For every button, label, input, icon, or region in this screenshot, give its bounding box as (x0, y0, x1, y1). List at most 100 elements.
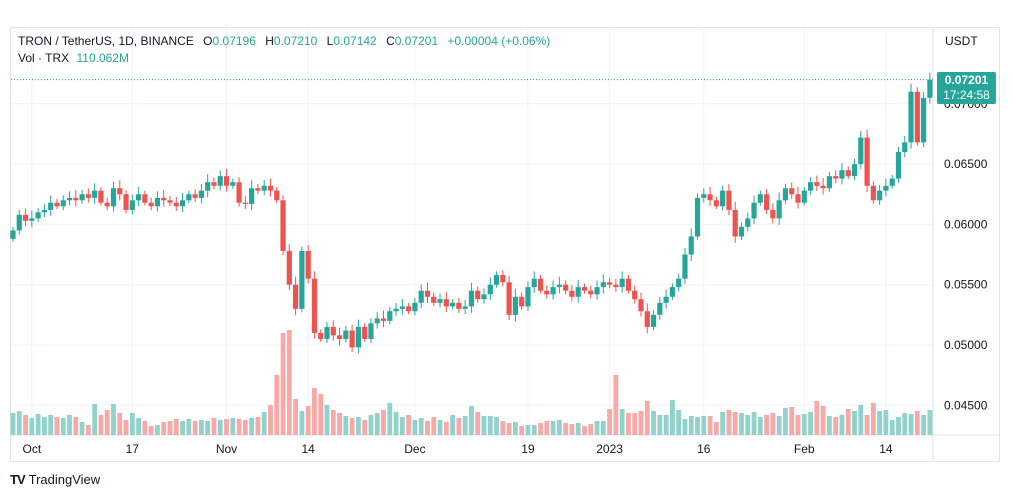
volume-bar (104, 410, 110, 435)
candle-body (826, 176, 832, 189)
candle-body (877, 190, 883, 201)
candle-body (738, 226, 745, 237)
candle-body (242, 202, 248, 204)
candle-body (318, 332, 324, 339)
volume-label[interactable]: Vol · TRX (18, 51, 70, 65)
candle-body (569, 290, 575, 297)
volume-bar (563, 423, 569, 435)
candle-body (676, 278, 682, 288)
volume-bar (217, 420, 223, 435)
time-tick-label: 17 (126, 442, 140, 456)
volume-bar (757, 417, 763, 435)
time-tick-label: Nov (216, 442, 237, 456)
candle-body (179, 200, 186, 207)
candle-body (368, 323, 374, 339)
volume-bar (783, 408, 788, 435)
currency-unit: USDT (945, 34, 978, 48)
candle-body (575, 287, 581, 297)
volume-bar (870, 403, 876, 435)
candle-body (98, 190, 104, 203)
volume-bar (16, 411, 22, 435)
volume-bar (588, 424, 594, 435)
volume-bar (242, 420, 248, 435)
candle-body (883, 185, 889, 191)
volume-bar (161, 422, 167, 435)
volume-bar (136, 418, 141, 435)
candle-body (330, 326, 336, 336)
candle-body (525, 287, 531, 307)
volume-bar (613, 375, 619, 435)
volume-bar (199, 420, 204, 435)
candle-body (889, 178, 895, 186)
candle-body (456, 302, 462, 309)
symbol-title[interactable]: TRON / TetherUS, 1D, BINANCE (18, 34, 194, 48)
volume-bar (487, 416, 493, 435)
volume-bar (205, 421, 211, 435)
volume-bar (494, 417, 499, 435)
candle-body (249, 188, 255, 204)
candle-body (858, 137, 864, 165)
candle-body (54, 202, 60, 207)
candle-body (92, 190, 98, 198)
brand-name: TradingView (28, 472, 101, 487)
candle-body (406, 306, 412, 312)
candle-body (311, 278, 318, 333)
candle-body (475, 290, 481, 300)
volume-bar (713, 422, 719, 435)
volume-bar (343, 416, 349, 435)
candle-body (79, 194, 85, 201)
candle-body (41, 209, 47, 213)
volume-bar (883, 410, 889, 435)
high-value: 0.07210 (273, 34, 318, 48)
candle-body (613, 284, 619, 288)
candle-body (29, 218, 35, 221)
volume-bar (406, 415, 412, 435)
volume-bar (607, 409, 612, 435)
candle-body (286, 250, 292, 285)
volume-bar (192, 421, 198, 435)
volume-bar (877, 411, 883, 435)
candle-body (450, 302, 456, 307)
price-tick-label: 0.06000 (944, 217, 988, 231)
price-tick-label: 0.06500 (944, 157, 988, 171)
candle-body (563, 284, 569, 291)
volume-bar (833, 417, 839, 435)
volume-bar (695, 417, 700, 435)
volume-bar (443, 422, 449, 435)
candle-body (161, 197, 167, 201)
volume-bar (268, 405, 273, 435)
candle-body (418, 290, 424, 303)
candle-body (607, 282, 613, 285)
volume-bar (330, 410, 336, 435)
volume-bar (318, 394, 324, 435)
volume-bar (48, 415, 54, 435)
candle-body (110, 188, 117, 207)
volume-bar (626, 413, 631, 435)
candle-body (186, 194, 192, 201)
candle-body (500, 275, 506, 283)
volume-bar (337, 413, 342, 435)
volume-bar (651, 411, 656, 435)
volume-bar (852, 411, 857, 435)
volume-bar (500, 421, 506, 435)
volume-bar (902, 413, 908, 435)
candle-body (776, 200, 782, 219)
volume-bar (707, 416, 713, 435)
close-label: C (386, 34, 395, 48)
candle-body (217, 176, 223, 186)
candle-body (789, 188, 795, 195)
candle-body (493, 275, 500, 285)
volume-bar (776, 416, 782, 435)
volume-bar (349, 418, 355, 435)
candle-body (544, 290, 550, 295)
candle-body (820, 185, 826, 189)
volume-bar (657, 415, 663, 435)
candle-body (173, 202, 179, 207)
candle-body (845, 170, 851, 177)
candle-body (807, 182, 814, 191)
volume-bar (594, 421, 600, 435)
volume-bar (293, 399, 298, 435)
candle-body (387, 311, 393, 321)
tradingview-logo[interactable]: TV TradingView (10, 472, 100, 487)
